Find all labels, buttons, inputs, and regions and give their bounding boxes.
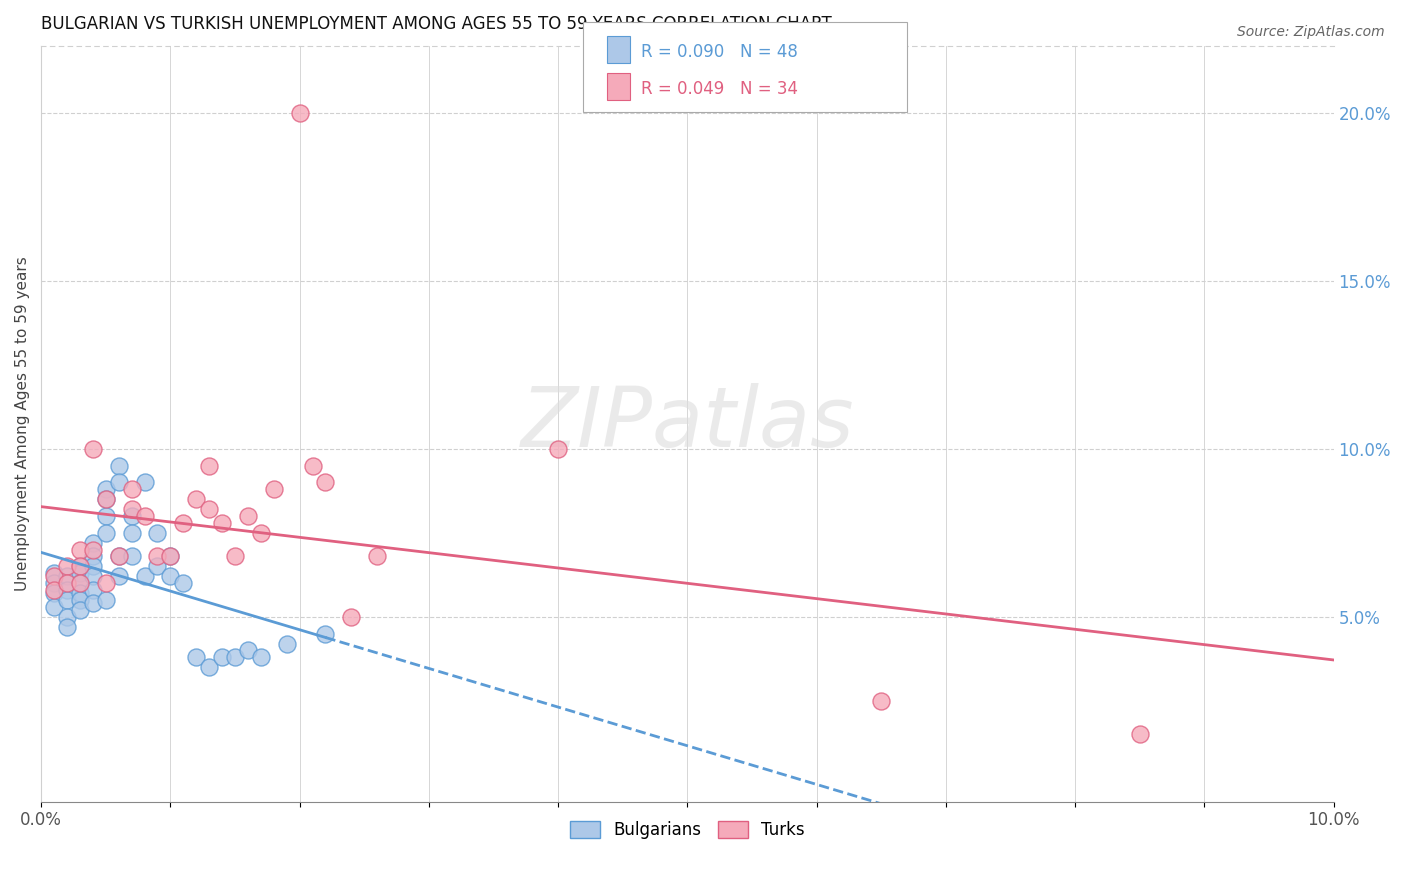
- Point: [198, 458, 221, 473]
- Point: [134, 475, 156, 490]
- Point: [236, 508, 259, 523]
- Point: [134, 508, 156, 523]
- Point: [224, 549, 246, 564]
- Point: [82, 596, 104, 610]
- Point: [69, 566, 91, 581]
- Point: [69, 576, 91, 591]
- Point: [159, 549, 181, 564]
- Point: [107, 569, 129, 583]
- Point: [314, 626, 336, 640]
- Point: [172, 516, 194, 530]
- Point: [288, 106, 311, 120]
- Point: [69, 559, 91, 574]
- Point: [107, 549, 129, 564]
- Point: [1129, 727, 1152, 741]
- Point: [250, 525, 273, 540]
- Point: [121, 549, 143, 564]
- Point: [172, 576, 194, 591]
- Point: [94, 508, 117, 523]
- Point: [146, 549, 169, 564]
- Point: [69, 586, 91, 600]
- Point: [198, 502, 221, 516]
- Point: [159, 549, 181, 564]
- Point: [159, 569, 181, 583]
- Point: [69, 559, 91, 574]
- Point: [366, 549, 388, 564]
- Point: [56, 620, 79, 634]
- Point: [107, 549, 129, 564]
- Point: [82, 569, 104, 583]
- Point: [186, 492, 208, 507]
- Point: [211, 650, 233, 665]
- Point: [94, 492, 117, 507]
- Point: [94, 593, 117, 607]
- Point: [56, 576, 79, 591]
- Point: [42, 582, 65, 597]
- Point: [146, 559, 169, 574]
- Point: [94, 525, 117, 540]
- Point: [42, 566, 65, 581]
- Point: [56, 609, 79, 624]
- Point: [82, 442, 104, 456]
- Text: BULGARIAN VS TURKISH UNEMPLOYMENT AMONG AGES 55 TO 59 YEARS CORRELATION CHART: BULGARIAN VS TURKISH UNEMPLOYMENT AMONG …: [41, 15, 832, 33]
- Point: [94, 482, 117, 496]
- Point: [69, 542, 91, 557]
- Point: [56, 569, 79, 583]
- Point: [94, 492, 117, 507]
- Point: [42, 576, 65, 591]
- Y-axis label: Unemployment Among Ages 55 to 59 years: Unemployment Among Ages 55 to 59 years: [15, 256, 30, 591]
- Point: [146, 525, 169, 540]
- Point: [301, 458, 323, 473]
- Point: [107, 458, 129, 473]
- Point: [314, 475, 336, 490]
- Point: [94, 576, 117, 591]
- Point: [198, 660, 221, 674]
- Point: [69, 593, 91, 607]
- Text: Source: ZipAtlas.com: Source: ZipAtlas.com: [1237, 25, 1385, 39]
- Text: ZIPatlas: ZIPatlas: [520, 384, 855, 464]
- Point: [547, 442, 569, 456]
- Point: [42, 599, 65, 614]
- Point: [56, 582, 79, 597]
- Point: [82, 559, 104, 574]
- Point: [121, 525, 143, 540]
- Point: [134, 569, 156, 583]
- Point: [121, 508, 143, 523]
- Point: [69, 603, 91, 617]
- Point: [107, 475, 129, 490]
- Point: [250, 650, 273, 665]
- Point: [870, 694, 893, 708]
- Point: [121, 482, 143, 496]
- Point: [263, 482, 285, 496]
- Point: [42, 586, 65, 600]
- Point: [56, 559, 79, 574]
- Point: [236, 643, 259, 657]
- Point: [42, 569, 65, 583]
- Point: [186, 650, 208, 665]
- Point: [56, 593, 79, 607]
- Point: [82, 582, 104, 597]
- Point: [121, 502, 143, 516]
- Point: [276, 637, 298, 651]
- Point: [82, 542, 104, 557]
- Point: [82, 536, 104, 550]
- Point: [211, 516, 233, 530]
- Point: [224, 650, 246, 665]
- Point: [69, 576, 91, 591]
- Legend: Bulgarians, Turks: Bulgarians, Turks: [564, 814, 811, 847]
- Text: R = 0.090   N = 48: R = 0.090 N = 48: [641, 44, 799, 62]
- Point: [340, 609, 363, 624]
- Point: [82, 549, 104, 564]
- Text: R = 0.049   N = 34: R = 0.049 N = 34: [641, 80, 799, 98]
